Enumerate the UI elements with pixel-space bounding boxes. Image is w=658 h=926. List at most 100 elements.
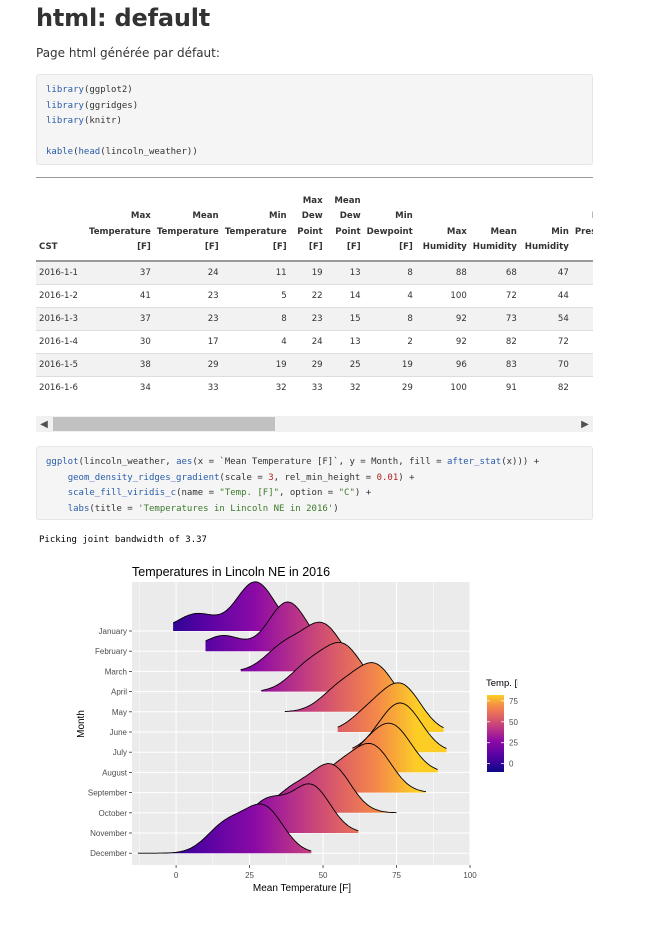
table-cell: 17 (153, 330, 222, 354)
table-row: 2016-1-6343332333229100918229.98 (36, 376, 593, 397)
table-cell: 29 (363, 376, 416, 397)
column-header: Mean Humidity (472, 226, 517, 253)
y-tick-label: January (99, 627, 127, 636)
chevron-left-icon[interactable]: ◀ (40, 418, 48, 430)
code2-line: geom_density_ridges_gradient(scale = 3, … (67, 472, 415, 483)
column-header: MaxSeaLevelPressure[In] (574, 211, 593, 237)
legend: Temp. [F] 0 25 50 75 (486, 678, 526, 772)
table-cell: 2 (363, 330, 416, 354)
scrollbar-thumb[interactable] (53, 417, 275, 431)
table-cell: 11 (221, 260, 290, 285)
table-cell: 23 (289, 307, 326, 331)
y-tick-label: July (113, 748, 127, 757)
table-cell: 100 (415, 376, 470, 397)
code1-line (46, 130, 583, 146)
code1-line: kable(head(lincoln_weather)) (46, 147, 198, 157)
y-axis-label: Month (76, 710, 87, 738)
y-tick-label: November (90, 829, 127, 838)
code2-line: labs(title = 'Temperatures in Lincoln NE… (67, 503, 339, 514)
y-tick-label: June (110, 728, 128, 737)
ridge-december (137, 803, 312, 854)
column-header: Max Temperature [F] (89, 211, 151, 253)
table-row: 2016-1-13724111913888684730.50 (36, 260, 593, 285)
table-cell: 88 (415, 260, 470, 285)
table-cell: 2016-1-1 (36, 260, 86, 285)
y-tick-label: April (111, 688, 127, 697)
table-header-row: CST Max Temperature [F] Mean Temperature [F] Mi… (36, 177, 593, 261)
y-tick-label: September (88, 789, 127, 798)
column-header: Max Humidity (422, 226, 467, 253)
ridge-outline (337, 682, 444, 729)
code1-line: library(ggplot2) (46, 85, 133, 95)
legend-tick-label: 25 (509, 739, 518, 748)
table-cell: 44 (519, 284, 572, 308)
table-row: 2016-1-24123522144100724430.35 (36, 284, 593, 308)
table-cell: 19 (289, 260, 326, 285)
x-tick-label: 100 (463, 871, 477, 880)
table-cell: 23 (153, 284, 222, 308)
column-header: Min Dewpoint [F] (366, 211, 413, 253)
console-output: Picking joint bandwidth of 3.37 (39, 535, 207, 545)
y-tick-label: August (102, 768, 128, 777)
table-cell: 92 (415, 307, 470, 331)
column-header: Mean Dew Point [F] (334, 195, 361, 253)
x-tick-label: 50 (319, 871, 328, 880)
table-cell: 92 (415, 330, 470, 354)
table-cell: 29.98 (571, 376, 593, 397)
table-cell: 23 (153, 307, 222, 331)
ridgeline-chart: Temperatures in Lincoln NE in 2016 Janua… (38, 558, 526, 903)
table-cell: 68 (469, 260, 520, 285)
ridge-outline (137, 803, 312, 854)
table-cell: 2016-1-3 (36, 307, 86, 331)
table-cell: 8 (221, 307, 290, 331)
table-scroll-area[interactable]: CST Max Temperature [F] Mean Temperature [F] Mi… (36, 177, 593, 397)
table-cell: 34 (86, 376, 154, 397)
chart-svg: Temperatures in Lincoln NE in 2016 Janua… (76, 565, 526, 894)
ridge-outline (261, 641, 383, 691)
table-cell: 33 (153, 376, 222, 397)
table-cell: 2016-1-4 (36, 330, 86, 354)
table-cell: 30.50 (571, 307, 593, 331)
ridge-area (137, 804, 312, 854)
code-block-plot: ggplot(lincoln_weather, aes(x = `Mean Te… (36, 446, 593, 520)
table-cell: 100 (415, 284, 470, 308)
table-row: 2016-1-3372382315892735430.50 (36, 307, 593, 331)
intro-text: Page html générée par défaut: (36, 46, 220, 60)
x-tick-label: 25 (245, 871, 254, 880)
table-cell: 38 (86, 353, 154, 377)
table-cell: 37 (86, 307, 154, 331)
table-cell: 83 (469, 353, 520, 377)
legend-tick-label: 0 (509, 760, 514, 769)
table-cell: 2016-1-6 (36, 376, 86, 397)
column-header: Min Humidity (524, 226, 569, 253)
x-tick-label: 0 (174, 871, 179, 880)
y-tick-label: May (112, 708, 127, 717)
table-cell: 13 (325, 260, 364, 285)
table-cell: 54 (519, 307, 572, 331)
table-cell: 30.50 (571, 330, 593, 354)
legend-colorbar (487, 695, 504, 772)
ridge-outline (240, 621, 359, 671)
column-header: CST (39, 242, 58, 253)
y-axis: January February March April May June July Augu… (88, 627, 132, 858)
column-header: Mean Temperature [F] (156, 211, 219, 253)
table-cell: 96 (415, 353, 470, 377)
table-cell: 19 (363, 353, 416, 377)
table-cell: 32 (221, 376, 290, 397)
table-cell: 2016-1-2 (36, 284, 86, 308)
column-header: Max Dew Point [F] (297, 195, 323, 253)
weather-table: CST Max Temperature [F] Mean Temperature [F] Mi… (36, 177, 593, 397)
table-cell: 30.50 (571, 260, 593, 285)
table-cell: 30 (86, 330, 154, 354)
table-cell: 4 (221, 330, 290, 354)
code1-line: library(ggridges) (46, 100, 139, 111)
table-cell: 70 (519, 353, 572, 377)
table-cell: 8 (363, 260, 416, 285)
y-tick-label: October (99, 809, 128, 818)
table-cell: 30.20 (571, 353, 593, 377)
code-block-setup: library(ggplot2) library(ggridges) library… (36, 74, 593, 165)
chevron-right-icon[interactable]: ▶ (581, 418, 589, 430)
horizontal-scrollbar[interactable]: ◀ ▶ (36, 416, 593, 432)
y-tick-label: February (95, 647, 127, 656)
table-cell: 29 (289, 353, 326, 377)
